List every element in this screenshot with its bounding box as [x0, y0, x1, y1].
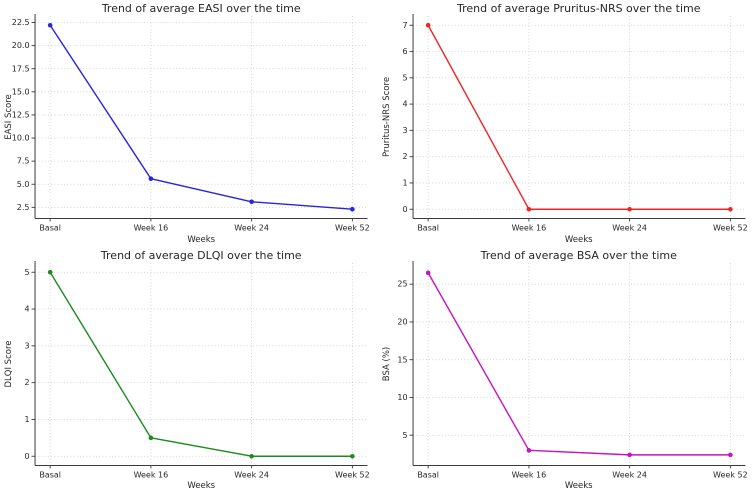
- plot-area-pruritus-nrs: Basal Week 16 Week 24 Week 52 0 1 2 3 4 5 6 7: [402, 14, 748, 232]
- data-point-marker: [727, 206, 733, 212]
- plot-area-easi: Basal Week 16 Week 24 Week 52 2.5 5.0 7.5 10.0 1…: [12, 14, 370, 232]
- data-point-marker: [47, 22, 53, 28]
- plot-area-bsa: Basal Week 16 Week 24 Week 52 5 10 15 20 25: [397, 260, 748, 479]
- y-tick-label: 1: [402, 179, 407, 188]
- y-tick-label: 17.5: [12, 64, 30, 73]
- y-tick-label: 10.0: [12, 134, 30, 143]
- x-axis-label-dlqi: Weeks: [187, 481, 216, 491]
- x-tick-label: Basal: [39, 223, 61, 232]
- x-axis-label-easi: Weeks: [187, 234, 216, 245]
- data-point-marker: [626, 452, 632, 457]
- data-point-marker: [425, 22, 430, 28]
- y-tick-label: 3: [402, 126, 407, 135]
- x-tick-label: Week 16: [134, 470, 169, 479]
- x-tick-label: Week 24: [612, 470, 647, 479]
- data-point-marker: [526, 447, 531, 453]
- data-point-marker: [350, 453, 355, 459]
- chart-title-easi: Trend of average EASI over the time: [101, 2, 301, 15]
- data-point-marker: [626, 206, 632, 212]
- y-tick-label: 3: [24, 341, 29, 350]
- y-tick-label: 20.0: [12, 41, 30, 50]
- x-tick-label: Basal: [39, 470, 61, 479]
- data-line: [426, 24, 731, 210]
- x-tick-label: Week 16: [134, 223, 169, 232]
- x-tick-label: Week 24: [612, 223, 647, 232]
- y-tick-label: 5: [402, 73, 407, 82]
- data-point-marker: [47, 269, 53, 275]
- y-tick-label: 0: [402, 205, 407, 214]
- x-tick-label: Week 24: [234, 470, 269, 479]
- data-point-marker: [425, 270, 430, 275]
- y-tick-label: 5: [402, 430, 407, 439]
- chart-pruritus-nrs: Trend of average Pruritus-NRS over the t…: [378, 0, 755, 247]
- y-tick-label: 4: [402, 100, 407, 109]
- data-point-marker: [249, 453, 254, 459]
- data-point-marker: [526, 206, 531, 212]
- chart-dlqi: Trend of average DLQI over the time DLQI…: [0, 247, 378, 493]
- x-tick-label: Week 52: [713, 223, 748, 232]
- y-tick-label: 5: [24, 267, 29, 276]
- data-point-marker: [148, 176, 154, 182]
- x-tick-label: Week 52: [335, 223, 370, 232]
- y-tick-label: 2.5: [17, 203, 30, 212]
- chart-bsa: Trend of average BSA over the time BSA (…: [378, 247, 755, 493]
- x-tick-label: Week 52: [335, 470, 370, 479]
- x-axis-label-bsa: Weeks: [564, 481, 593, 491]
- data-line: [426, 271, 731, 456]
- data-line: [49, 24, 354, 210]
- y-tick-label: 25: [397, 279, 407, 288]
- y-tick-label: 20: [397, 317, 407, 326]
- y-tick-label: 2: [402, 152, 407, 161]
- y-tick-label: 6: [402, 47, 407, 56]
- y-tick-label: 15.0: [12, 87, 30, 96]
- x-tick-label: Week 24: [234, 223, 269, 232]
- plot-area-dlqi: Basal Week 16 Week 24 Week 52 0 1 2 3 4 5: [24, 260, 370, 479]
- x-tick-label: Week 52: [713, 470, 748, 479]
- data-line: [49, 271, 354, 457]
- y-tick-label: 0: [24, 451, 29, 460]
- y-tick-label: 10: [397, 393, 407, 402]
- x-tick-label: Week 16: [511, 470, 546, 479]
- y-tick-label: 1: [24, 415, 29, 424]
- y-tick-label: 2: [24, 378, 29, 387]
- y-tick-label: 4: [24, 304, 29, 313]
- data-point-marker: [350, 206, 355, 212]
- y-tick-label: 22.5: [12, 18, 30, 27]
- data-point-marker: [249, 199, 254, 205]
- y-tick-label: 5.0: [17, 180, 30, 189]
- chart-easi: Trend of average EASI over the time EASI…: [0, 0, 378, 247]
- y-tick-label: 7.5: [17, 157, 30, 166]
- x-tick-label: Basal: [417, 470, 439, 479]
- chart-title-dlqi: Trend of average DLQI over the time: [100, 248, 302, 262]
- y-tick-label: 7: [402, 21, 407, 30]
- data-point-marker: [727, 452, 733, 457]
- chart-title-pruritus-nrs: Trend of average Pruritus-NRS over the t…: [456, 2, 701, 15]
- x-axis-label-pruritus-nrs: Weeks: [564, 234, 593, 245]
- x-tick-label: Week 16: [511, 223, 546, 232]
- y-tick-label: 12.5: [12, 110, 30, 119]
- data-point-marker: [148, 435, 154, 440]
- x-tick-label: Basal: [417, 223, 439, 232]
- y-tick-label: 15: [397, 355, 407, 364]
- chart-title-bsa: Trend of average BSA over the time: [480, 248, 677, 262]
